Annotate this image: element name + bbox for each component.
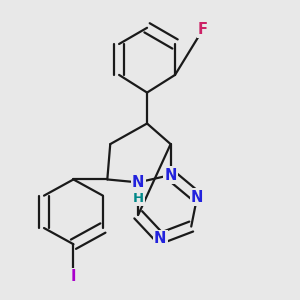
Text: N: N <box>164 167 177 182</box>
Text: I: I <box>71 269 76 284</box>
Text: H: H <box>133 192 144 205</box>
Text: N: N <box>132 175 144 190</box>
Text: F: F <box>198 22 208 37</box>
Text: N: N <box>154 231 167 246</box>
Text: N: N <box>191 190 203 205</box>
